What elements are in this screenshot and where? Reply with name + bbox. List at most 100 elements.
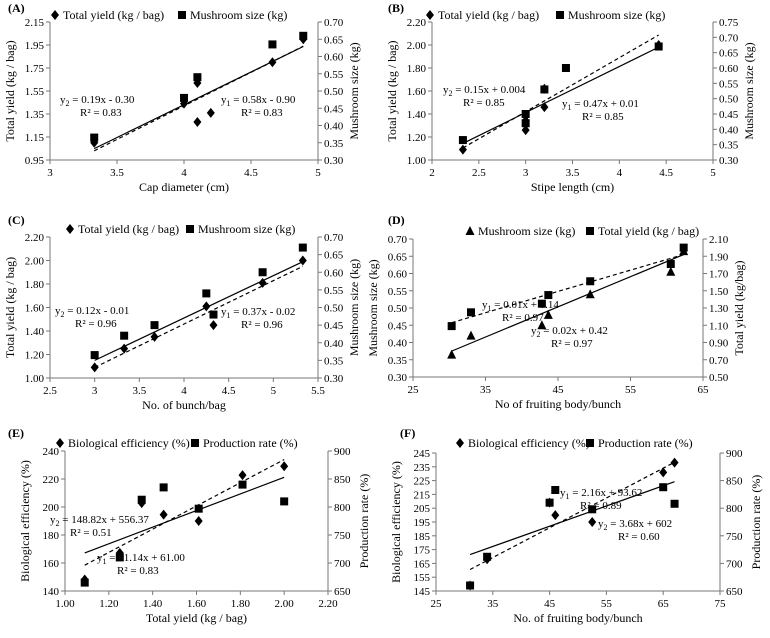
y-tick-label: 1.20	[407, 132, 427, 144]
y-tick-label: 0.60	[388, 269, 408, 281]
diamond-data-point	[298, 255, 307, 266]
x-tick-label: 35	[487, 598, 499, 610]
r-squared-label: R² = 0.96	[75, 318, 117, 330]
legend-label: Total yield (kg / bag)	[438, 8, 539, 22]
solid-trendline	[469, 481, 675, 556]
solid-trendline	[451, 253, 684, 352]
y-tick-label: 0.50	[388, 303, 408, 315]
y-tick-label: 1.40	[25, 326, 45, 338]
r-squared-label: R² = 0.89	[580, 500, 622, 512]
x-tick-label: 5	[710, 167, 716, 179]
regression-equation: y1 = 0.47x + 0.01	[562, 98, 639, 112]
y2-tick-label: 0.60	[719, 63, 739, 75]
square-data-point	[120, 331, 129, 340]
regression-equation: y2 = 0.02x + 0.42	[531, 325, 608, 339]
y-tick-label: 1.55	[25, 86, 45, 98]
y-tick-label: 225	[414, 476, 431, 488]
r-squared-label: R² = 0.60	[618, 531, 660, 543]
legend-triangle-icon	[465, 226, 475, 235]
x-axis-title: Cap diameter (cm)	[139, 180, 229, 194]
y2-tick-label: 2.10	[709, 234, 729, 246]
x-tick-label: 75	[715, 598, 727, 610]
y2-tick-label: 0.65	[324, 34, 344, 46]
y-tick-label: 160	[43, 558, 60, 570]
r-squared-label: R² = 0.83	[80, 107, 122, 119]
y2-tick-label: 750	[726, 531, 743, 543]
triangle-data-point	[666, 266, 676, 276]
y-tick-label: 1.40	[407, 109, 427, 121]
square-data-point	[545, 498, 554, 507]
chart-panel-6: (F)25 35 45 55 65 751451551651751851952052152…	[389, 426, 763, 625]
x-tick-label: 4.5	[244, 167, 258, 179]
y-axis-title: Total yield (kg / bag)	[3, 257, 17, 358]
square-data-point	[466, 581, 475, 590]
r-squared-label: R² = 0.51	[70, 527, 112, 539]
x-tick-label: 65	[658, 598, 670, 610]
y2-tick-label: 0.70	[324, 232, 344, 244]
y2-tick-label: 0.65	[719, 48, 739, 60]
legend-label: Mushroom size (kg)	[190, 8, 287, 22]
diamond-data-point	[268, 57, 277, 68]
chart-panel-2: (B) 2 2.5 3 3.5 4 4.5 5 1.00 1.20 1.40 1.60 1.80 2.00…	[385, 1, 756, 194]
square-data-point	[202, 289, 211, 298]
y2-tick-label: 0.30	[324, 373, 344, 385]
legend-square-icon	[556, 11, 564, 19]
y-tick-label: 1.95	[25, 40, 45, 52]
y-tick-label: 2.20	[25, 232, 45, 244]
r-squared-label: R² = 0.83	[241, 107, 283, 119]
y-tick-label: 200	[43, 502, 60, 514]
square-data-point	[115, 553, 124, 562]
diamond-data-point	[258, 277, 267, 288]
y2-axis-title: Mushroom size (kg)	[347, 42, 361, 139]
y-tick-label: 1.00	[25, 373, 45, 385]
y-tick-label: 205	[414, 503, 431, 515]
solid-trendline	[93, 45, 304, 150]
y2-tick-label: 1.50	[709, 286, 729, 298]
y-tick-label: 145	[414, 586, 431, 598]
legend-label: Biological efficiency (%)	[68, 436, 190, 450]
legend-square-icon	[178, 11, 186, 19]
regression-equation: y2 = 0.12x - 0.01	[55, 305, 129, 319]
legend-square-icon	[191, 439, 199, 447]
diamond-data-point	[588, 517, 597, 527]
y-axis-title: Mushroom size (kg)	[366, 259, 380, 356]
solid-trendline	[84, 476, 285, 554]
y-tick-label: 2.00	[25, 256, 45, 268]
x-tick-label: 5	[315, 167, 321, 179]
y2-tick-label: 0.30	[719, 155, 739, 167]
chart-panel-5: (E) 1.00 1.20 1.40 1.60 1.80 2.00 2.20 140 160 180…	[8, 426, 371, 625]
chart-panel-4: (D) 25 35 45 55 65 0.30 0.35 0.40 0.45 0.50 0.55 0.6…	[366, 213, 746, 411]
y2-tick-label: 1.70	[709, 269, 729, 281]
y2-tick-label: 1.10	[709, 320, 729, 332]
y2-tick-label: 0.50	[324, 86, 344, 98]
y-tick-label: 1.60	[25, 303, 45, 315]
r-squared-label: R² = 0.97	[502, 312, 544, 324]
square-data-point	[90, 133, 99, 142]
square-data-point	[586, 277, 595, 286]
square-data-point	[544, 291, 553, 300]
legend-diamond-icon	[426, 10, 434, 20]
chart-panel-3: (C) 2.5 3 3.5 4 4.5 5 5.5 1.00 1.20 1.40 1.60 1.80 2.…	[3, 213, 361, 412]
square-data-point	[193, 73, 202, 82]
square-data-point	[299, 31, 308, 40]
square-data-point	[561, 64, 570, 72]
square-data-point	[209, 310, 218, 319]
diamond-data-point	[280, 461, 289, 472]
solid-trendline	[462, 46, 659, 144]
dashed-trendline	[469, 461, 675, 571]
y2-tick-label: 900	[726, 448, 743, 460]
y2-tick-label: 0.45	[324, 320, 344, 332]
diamond-data-point	[193, 117, 202, 128]
y2-tick-label: 0.70	[709, 355, 729, 367]
square-data-point	[467, 308, 475, 317]
diamond-data-point	[659, 467, 668, 478]
y2-tick-label: 800	[726, 503, 743, 515]
x-tick-label: 2.5	[43, 385, 57, 397]
y-tick-label: 2.20	[407, 17, 427, 29]
y2-tick-label: 0.40	[719, 124, 739, 136]
x-tick-label: 4	[617, 167, 623, 179]
diamond-data-point	[206, 107, 215, 118]
y-tick-label: 0.30	[388, 372, 408, 384]
y2-tick-label: 650	[334, 586, 351, 598]
y-tick-label: 175	[414, 545, 431, 557]
